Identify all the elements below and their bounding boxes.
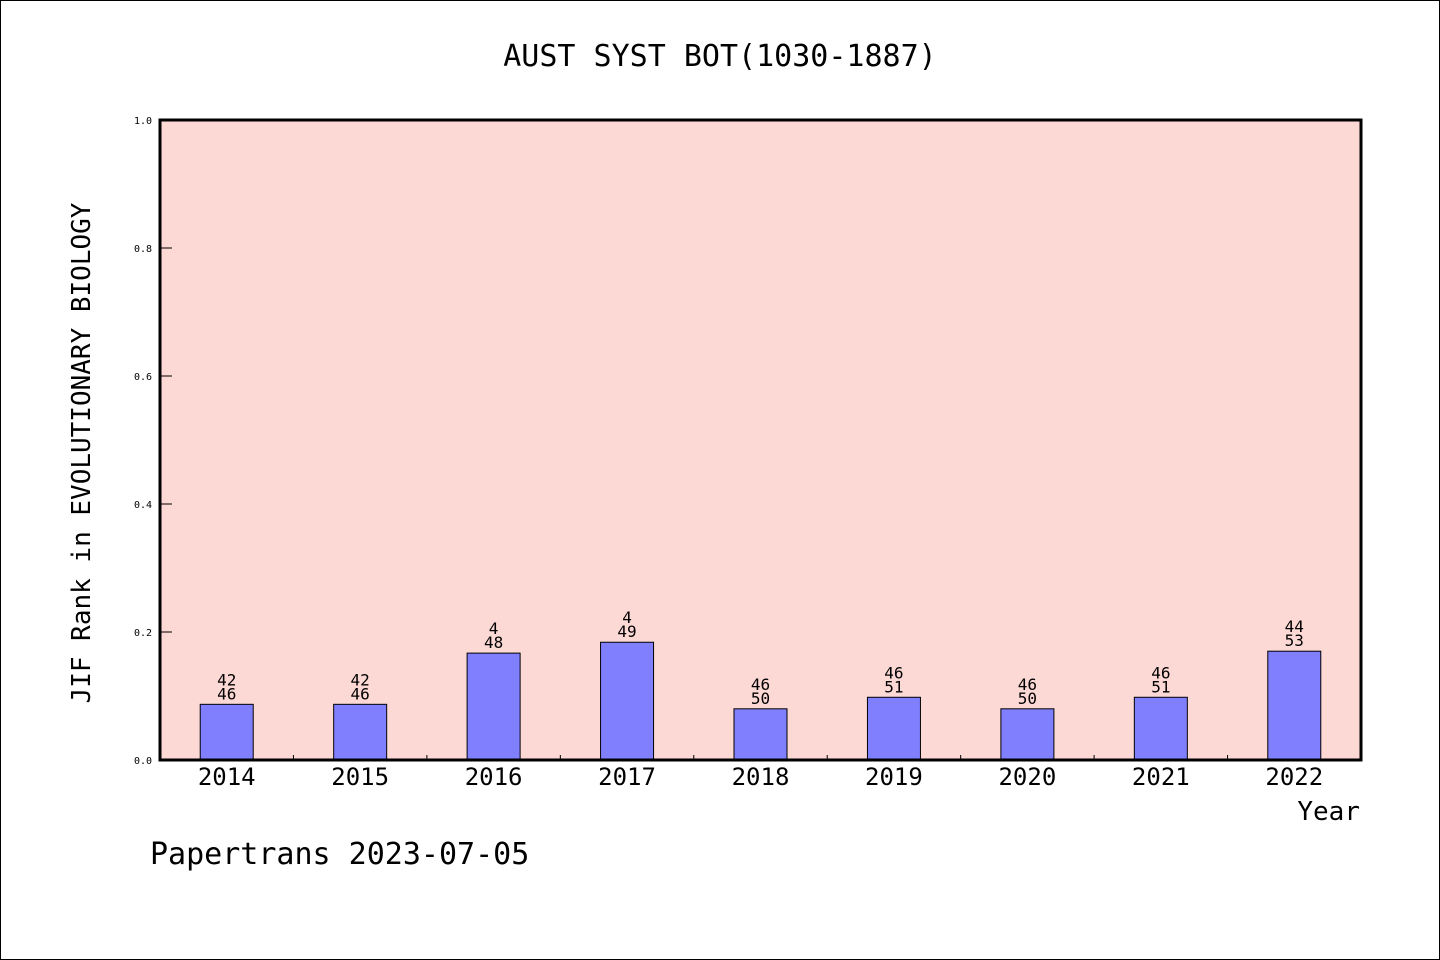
y-tick-label: 0.0 <box>134 756 152 767</box>
bar-label-top: 46 <box>884 663 903 682</box>
x-tick-label: 2019 <box>865 763 923 791</box>
bar <box>733 708 788 761</box>
y-tick-label: 0.8 <box>134 244 152 255</box>
bar-label-top: 42 <box>217 670 236 689</box>
bar-label-top: 42 <box>351 670 370 689</box>
bar-label-bottom: 50 <box>751 689 770 708</box>
bar-label-bottom: 48 <box>484 633 503 652</box>
bar-label-bottom: 50 <box>1018 689 1037 708</box>
bar-label-bottom: 51 <box>884 677 903 696</box>
bar <box>199 703 254 761</box>
x-tick-label: 2017 <box>598 763 656 791</box>
x-tick-label: 2022 <box>1265 763 1323 791</box>
y-tick-label: 0.2 <box>134 628 152 639</box>
bar <box>333 703 388 761</box>
x-tick-label: 2016 <box>465 763 523 791</box>
bar <box>1267 650 1322 761</box>
bar-label-bottom: 53 <box>1285 631 1304 650</box>
x-tick-labels: 2014 2015 2016 2017 2018 2019 2020 2021 2022 <box>198 763 1323 791</box>
bar-label-bottom: 46 <box>217 684 236 703</box>
bar-label-bottom: 49 <box>617 622 636 641</box>
x-tick-label: 2018 <box>732 763 790 791</box>
x-tick-label: 2015 <box>331 763 389 791</box>
bar <box>466 652 521 761</box>
x-axis-label: Year <box>1297 797 1360 827</box>
bar-label-top: 4 <box>489 619 499 638</box>
plot-border <box>158 118 1363 762</box>
bar-label-top: 46 <box>1151 663 1170 682</box>
y-tick-label: 0.4 <box>134 500 152 511</box>
bar-label-bottom: 51 <box>1151 677 1170 696</box>
bar-label-top: 46 <box>1018 675 1037 694</box>
bar <box>600 641 655 761</box>
bar <box>1000 708 1055 761</box>
footer-text: Papertrans 2023-07-05 <box>150 837 529 872</box>
chart-title: AUST SYST BOT(1030-1887) <box>503 39 936 74</box>
y-axis-label: JIF Rank in EVOLUTIONARY BIOLOGY <box>67 202 97 703</box>
bar-label-top: 44 <box>1285 617 1304 636</box>
y-tick-label: 1.0 <box>134 116 152 127</box>
plot-area <box>160 120 1361 760</box>
y-tick-label: 0.6 <box>134 372 152 383</box>
x-tick-label: 2014 <box>198 763 256 791</box>
bar-label-top: 4 <box>622 608 632 627</box>
bars-layer <box>199 641 1322 761</box>
y-tick-labels: 0.0 0.2 0.4 0.6 0.8 1.0 <box>134 116 152 767</box>
bar-label-top: 46 <box>751 675 770 694</box>
bar <box>866 696 921 761</box>
x-tick-label: 2021 <box>1132 763 1190 791</box>
bar-label-bottom: 46 <box>351 684 370 703</box>
bar <box>1133 696 1188 761</box>
x-tick-label: 2020 <box>998 763 1056 791</box>
